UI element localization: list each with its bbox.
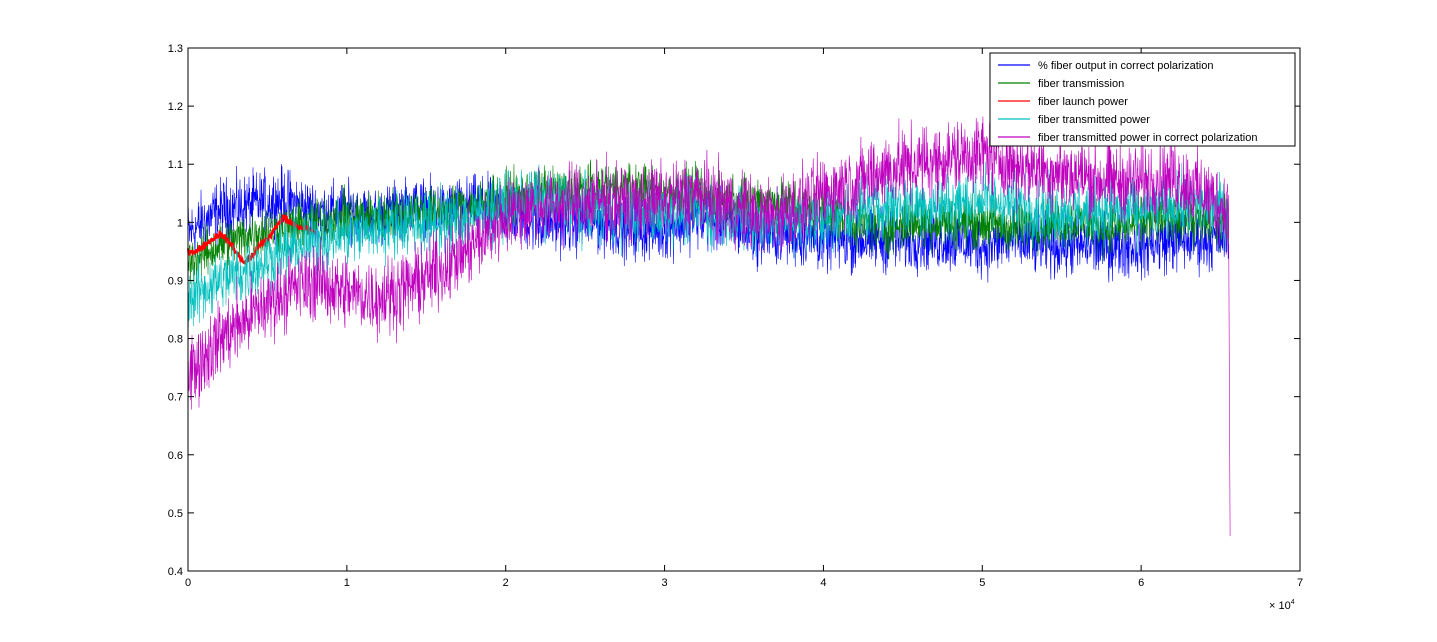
x-axis-multiplier: × 104 [1269, 599, 1295, 612]
legend: % fiber output in correct polarization fi… [989, 52, 1296, 147]
x-tick-label: 3 [662, 577, 668, 589]
x-tick-label: 7 [1297, 577, 1303, 589]
legend-label: % fiber output in correct polarization [1038, 60, 1213, 72]
y-tick-label: 1 [177, 217, 183, 229]
series-3 [187, 161, 1229, 328]
legend-label: fiber transmission [1038, 78, 1124, 90]
y-tick-label: 0.9 [168, 275, 183, 287]
y-tick-label: 1.3 [168, 43, 183, 55]
axes: 0 1 2 3 4 5 6 7 0.4 0.5 0.6 0.7 0.8 0.9 1 1.1 1.2 1.3 [168, 43, 1303, 589]
x-axis-multiplier-base: × 10 [1269, 600, 1291, 612]
y-tick-label: 0.7 [168, 392, 183, 404]
plot-area [187, 116, 1231, 537]
series-line-3 [187, 161, 1229, 328]
y-tick-label: 0.8 [168, 334, 183, 346]
x-tick-label: 5 [979, 577, 985, 589]
series-2 [187, 214, 317, 266]
legend-label: fiber transmitted power [1038, 114, 1150, 126]
x-axis-multiplier-exponent: 4 [1291, 599, 1295, 606]
series-line-2 [187, 214, 317, 266]
x-tick-label: 6 [1138, 577, 1144, 589]
x-tick-label: 0 [185, 577, 191, 589]
series-4 [187, 116, 1231, 537]
y-tick-label: 0.4 [168, 566, 183, 578]
legend-label: fiber transmitted power in correct polar… [1038, 132, 1257, 144]
x-tick-label: 2 [503, 577, 509, 589]
y-tick-label: 1.2 [168, 101, 183, 113]
x-tick-label: 4 [820, 577, 826, 589]
legend-box [989, 52, 1296, 147]
legend-label: fiber launch power [1038, 96, 1128, 108]
y-tick-label: 0.6 [168, 450, 183, 462]
axes-box [187, 47, 1301, 572]
series-line-4 [187, 116, 1231, 537]
x-tick-label: 1 [344, 577, 350, 589]
y-tick-label: 0.5 [168, 508, 183, 520]
y-tick-label: 1.1 [168, 159, 183, 171]
